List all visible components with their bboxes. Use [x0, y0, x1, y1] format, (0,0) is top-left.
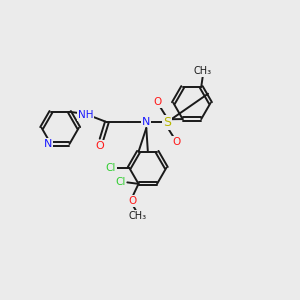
- Text: N: N: [142, 117, 151, 127]
- Text: Cl: Cl: [106, 163, 116, 173]
- Text: S: S: [163, 116, 171, 129]
- Text: O: O: [128, 196, 136, 206]
- Text: Cl: Cl: [115, 177, 125, 188]
- Text: CH₃: CH₃: [194, 66, 212, 76]
- Text: O: O: [172, 137, 181, 147]
- Text: CH₃: CH₃: [129, 211, 147, 221]
- Text: O: O: [153, 97, 162, 107]
- Text: NH: NH: [78, 110, 93, 120]
- Text: N: N: [44, 139, 52, 149]
- Text: O: O: [96, 141, 104, 151]
